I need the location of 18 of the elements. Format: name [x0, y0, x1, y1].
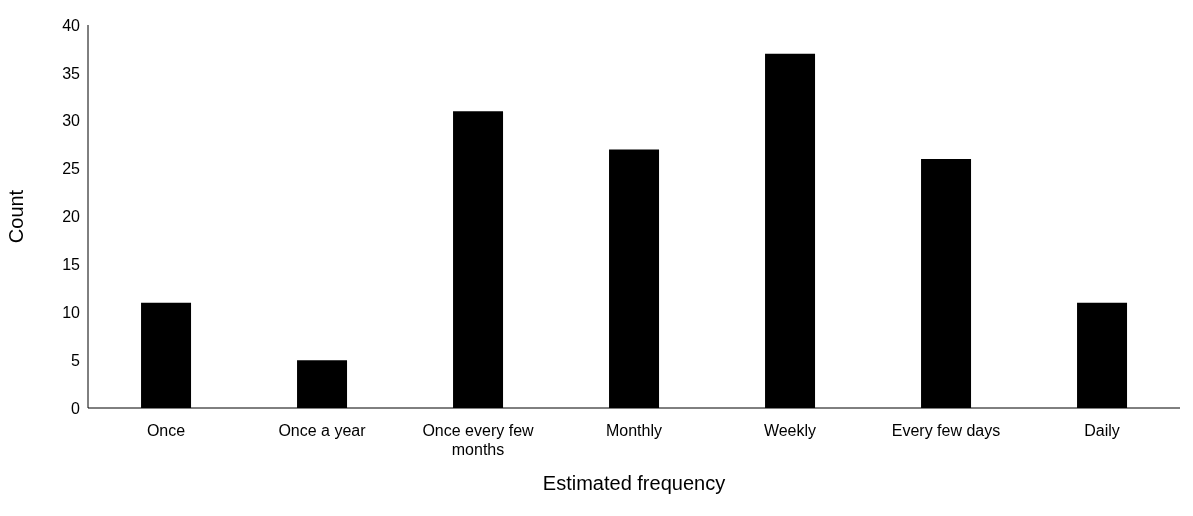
y-tick-label: 20	[62, 208, 81, 226]
x-tick-label: Once every few months	[422, 422, 535, 458]
y-tick-label: 30	[62, 112, 81, 130]
y-tick-label: 5	[71, 351, 81, 369]
x-axis-title: Estimated frequency	[542, 472, 726, 494]
y-axis-title: Count	[5, 189, 28, 244]
y-tick-label: 25	[62, 160, 81, 178]
x-tick-label: Once a year	[278, 422, 367, 439]
x-tick-label: Weekly	[763, 422, 817, 439]
x-tick-label: Once	[146, 422, 186, 439]
y-tick-label: 15	[62, 256, 81, 274]
x-tick-label: Daily	[1084, 422, 1120, 439]
x-tick-label: Every few days	[891, 422, 1001, 439]
y-tick-label: 35	[62, 64, 81, 82]
y-tick-label: 40	[62, 16, 81, 34]
y-tick-label: 0	[71, 399, 81, 417]
x-tick-label: Monthly	[605, 422, 663, 439]
y-tick-label: 10	[62, 303, 81, 321]
